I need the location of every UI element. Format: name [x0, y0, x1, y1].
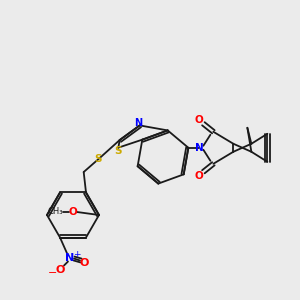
Text: O: O [195, 115, 204, 125]
Text: S: S [94, 154, 101, 164]
Text: O: O [79, 257, 89, 268]
Text: O: O [55, 265, 65, 275]
Text: CH₃: CH₃ [47, 208, 63, 217]
Text: O: O [195, 171, 204, 181]
Text: +: + [73, 250, 81, 259]
Text: S: S [115, 146, 122, 156]
Text: O: O [69, 207, 77, 217]
Text: N: N [195, 143, 204, 153]
Text: −: − [48, 268, 58, 278]
Text: N: N [134, 118, 142, 128]
Text: N: N [65, 253, 75, 262]
